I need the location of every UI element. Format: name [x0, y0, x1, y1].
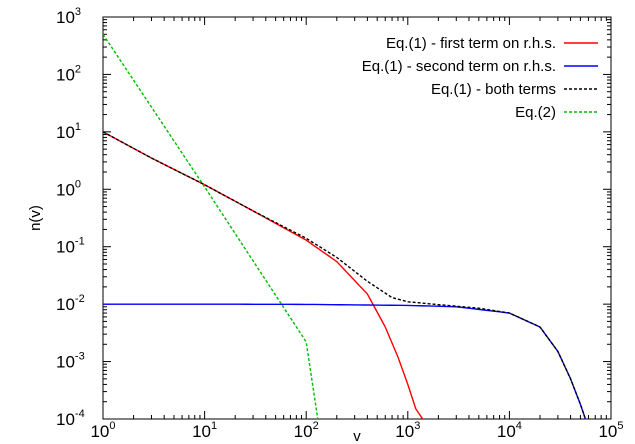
x-tick-label: 100: [90, 420, 115, 441]
legend-label: Eq.(1) - first term on r.h.s.: [386, 35, 556, 52]
x-axis-label: v: [353, 428, 361, 444]
x-tick-label: 102: [294, 420, 319, 441]
ticks: [102, 16, 612, 420]
series-line: [103, 131, 587, 419]
series-line: [103, 131, 424, 419]
legend-label: Eq.(1) - second term on r.h.s.: [362, 58, 556, 75]
y-tick-label: 101: [56, 121, 81, 142]
y-tick-label: 103: [56, 6, 81, 27]
y-tick-label: 100: [56, 178, 81, 199]
series-line: [103, 303, 587, 419]
legend-label: Eq.(2): [515, 104, 556, 121]
y-axis-label: n(v): [27, 205, 44, 231]
y-tick-label: 10-4: [56, 408, 85, 429]
legend-label: Eq.(1) - both terms: [431, 81, 556, 98]
plot-frame: [102, 16, 612, 420]
tick-labels: 100 101 102 103 104 105 10-4 10-3 10-2 10-1 100 101…: [56, 6, 624, 441]
y-tick-label: 10-1: [56, 236, 85, 257]
series-line: [103, 33, 319, 419]
y-tick-label: 10-2: [56, 293, 85, 314]
series-layer: [103, 33, 587, 419]
x-tick-label: 101: [192, 420, 217, 441]
x-tick-label: 104: [497, 420, 522, 441]
x-tick-label: 105: [598, 420, 623, 441]
y-tick-label: 102: [56, 63, 81, 84]
legend: Eq.(1) - first term on r.h.s. Eq.(1) - se…: [362, 35, 598, 121]
x-tick-label: 103: [395, 420, 420, 441]
y-tick-label: 10-3: [56, 351, 85, 372]
